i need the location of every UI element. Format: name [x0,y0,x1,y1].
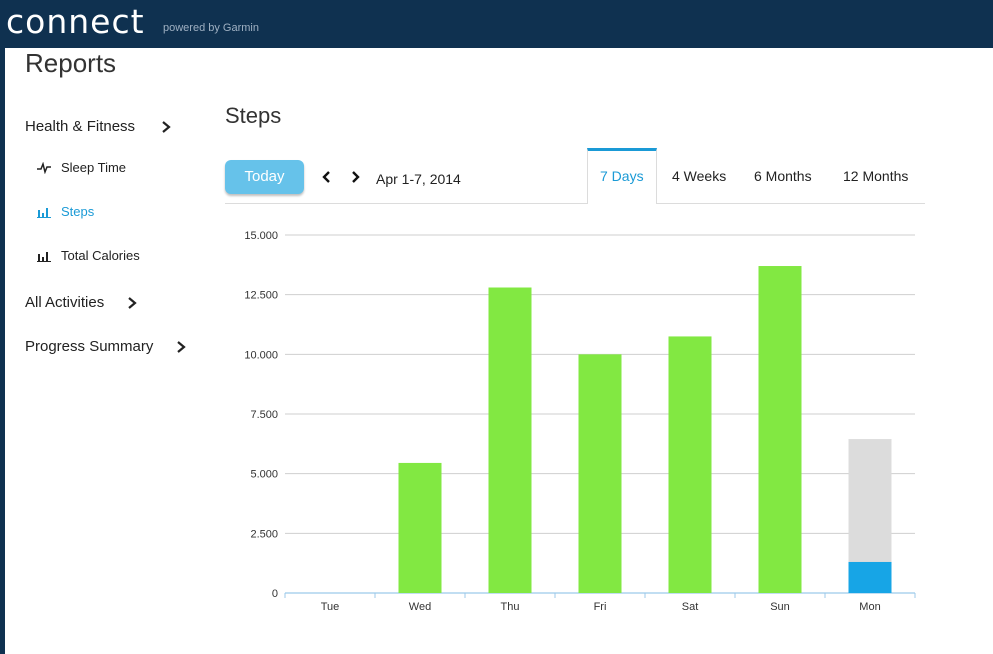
x-tick-label: Sun [770,601,790,613]
bar-chart-icon [37,251,51,262]
powered-by-text: powered by Garmin [163,22,259,34]
x-tick-label: Tue [321,601,340,613]
x-tick-label: Sat [682,601,699,613]
section-title: Steps [225,103,282,128]
tab-12-months[interactable]: 12 Months [843,168,909,184]
steps-bar-chart: 15.000 12.500 10.000 7.500 5.000 2.500 0 Tue Wed… [244,230,916,613]
steps-bar [668,336,712,593]
content-panel: Reports Health & Fitness Sleep Time Step… [5,48,993,654]
tab-6-months[interactable]: 6 Months [754,168,812,184]
steps-bar [848,561,892,593]
sidebar-item-label: Sleep Time [61,160,127,175]
tab-4-weeks[interactable]: 4 Weeks [672,168,727,184]
sidebar-section-label: All Activities [25,294,105,311]
x-tick-label: Wed [409,601,431,613]
y-tick-label: 0 [272,588,278,600]
sidebar-section-label: Health & Fitness [25,118,136,135]
tabs-divider [225,203,925,204]
tab-7-days[interactable]: 7 Days [600,168,644,184]
top-bar: connect powered by Garmin [0,0,993,48]
y-tick-label: 7.500 [250,409,278,421]
y-tick-label: 15.000 [244,230,278,242]
steps-bar [758,266,802,593]
sidebar-section-label: Progress Summary [25,338,154,355]
x-tick-label: Fri [594,601,607,613]
x-tick-label: Mon [859,601,880,613]
x-tick-label: Thu [501,601,520,613]
chevron-right-icon[interactable] [348,169,362,185]
sidebar-section-health-fitness[interactable]: Health & Fitness [25,118,172,135]
today-button[interactable]: Today [225,160,304,194]
bar-chart-icon [37,207,51,218]
page-title: Reports [25,48,117,78]
pulse-icon [37,161,51,174]
y-tick-label: 5.000 [250,469,278,481]
y-tick-label: 10.000 [244,349,278,361]
date-range-label: Apr 1-7, 2014 [376,171,461,187]
chevron-right-icon [177,340,187,353]
steps-bar [488,287,532,593]
chevron-right-icon [128,296,137,309]
sidebar-item-sleep-time[interactable]: Sleep Time [37,160,126,175]
sidebar-item-label: Total Calories [61,248,140,263]
chevron-right-icon [162,120,171,133]
chevron-left-icon[interactable] [320,169,334,185]
active-tab-indicator [587,148,657,204]
connect-logo[interactable]: connect [6,2,145,41]
steps-bar [578,354,622,593]
y-tick-label: 12.500 [244,290,278,302]
sidebar-section-all-activities[interactable]: All Activities [25,294,138,311]
sidebar-section-progress-summary[interactable]: Progress Summary [25,338,187,355]
steps-bar [398,462,442,593]
y-tick-label: 2.500 [250,528,278,540]
sidebar-item-label: Steps [61,204,95,219]
sidebar-item-total-calories[interactable]: Total Calories [37,248,140,263]
sidebar-item-steps[interactable]: Steps [37,204,94,219]
